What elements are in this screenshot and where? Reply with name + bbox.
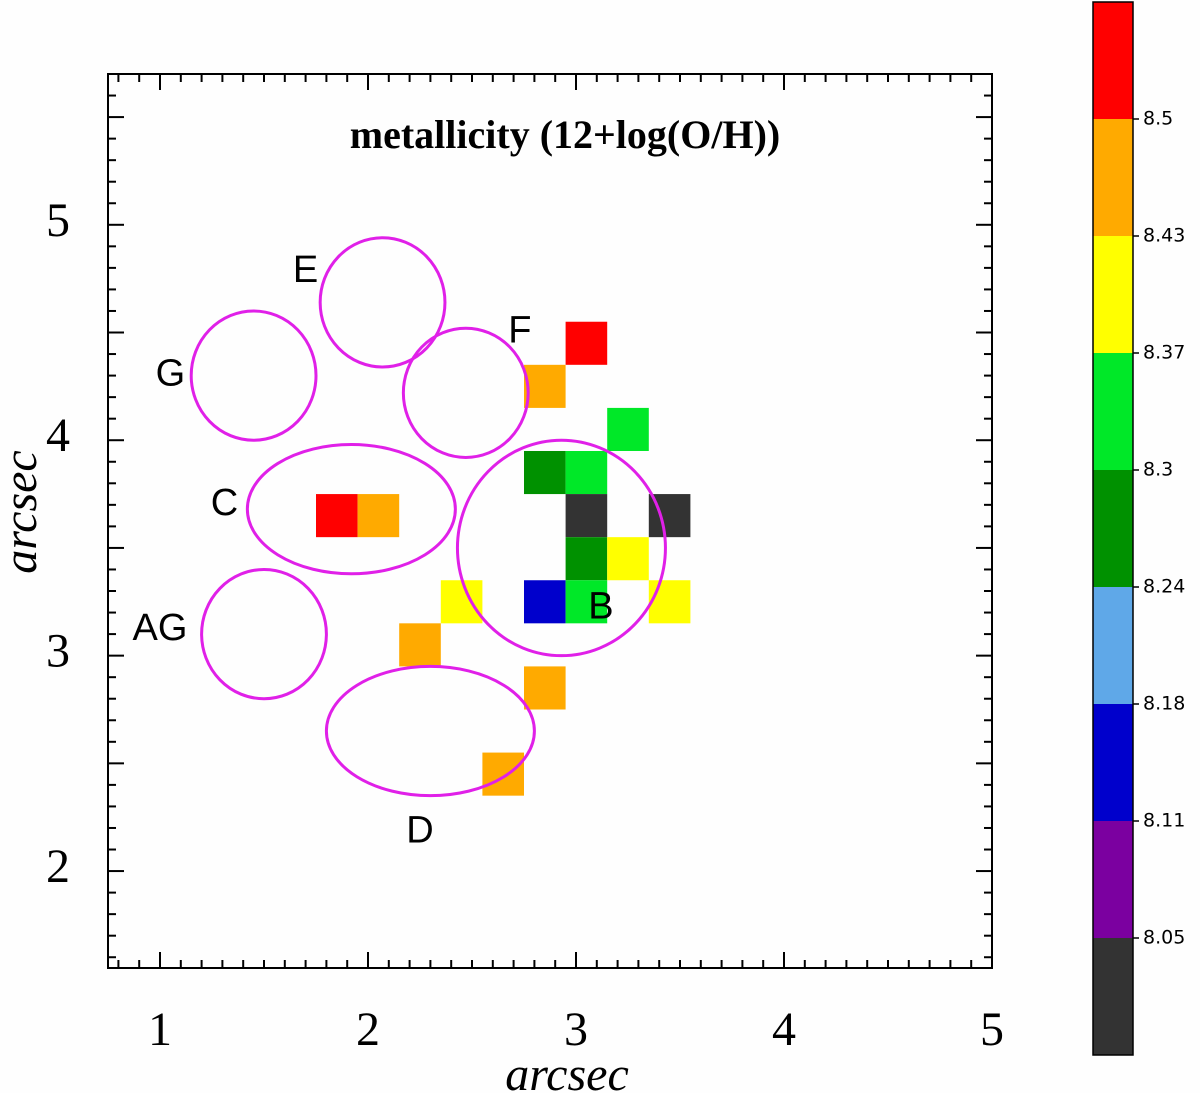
x-axis-label: arcsec <box>505 1048 629 1093</box>
y-tick-label: 3 <box>46 625 70 678</box>
colorbar-segment <box>1093 119 1133 236</box>
region-label-c: C <box>211 482 238 524</box>
region-label-e: E <box>293 249 318 291</box>
metallicity-pixel <box>607 537 649 581</box>
region-label-d: D <box>406 809 433 851</box>
metallicity-pixel <box>482 752 524 796</box>
axis-ticks: 1 2 3 4 5 2 3 4 5 <box>46 73 1004 1056</box>
region-ellipse-b <box>455 438 667 658</box>
region-ellipse-f <box>401 326 530 459</box>
metallicity-pixel <box>607 407 649 451</box>
colorbar-segment <box>1093 938 1133 1055</box>
metallicity-pixel <box>316 494 358 538</box>
colorbar-segment <box>1093 353 1133 470</box>
colorbar-segment <box>1093 587 1133 704</box>
colorbar-segment <box>1093 821 1133 938</box>
metallicity-pixels <box>316 321 691 796</box>
x-tick-label: 5 <box>980 1003 1004 1056</box>
y-tick-label: 4 <box>46 409 70 462</box>
region-ellipse-ag <box>200 567 328 701</box>
colorbar-tick-label: 8.3 <box>1143 459 1173 481</box>
metallicity-pixel <box>524 580 566 624</box>
colorbar-tick-label: 8.18 <box>1143 693 1185 715</box>
chart-title: metallicity (12+log(O/H)) <box>350 112 780 157</box>
colorbar-segment <box>1093 704 1133 821</box>
x-tick-label: 2 <box>356 1003 380 1056</box>
x-tick-label: 1 <box>148 1003 172 1056</box>
region-label-ag: AG <box>133 607 188 649</box>
x-tick-label: 4 <box>772 1003 796 1056</box>
colorbar-tick-label: 8.05 <box>1143 927 1185 949</box>
colorbar-segment <box>1093 2 1133 119</box>
metallicity-pixel <box>565 537 608 581</box>
metallicity-pixel <box>565 450 608 495</box>
metallicity-pixel <box>524 450 566 495</box>
metallicity-pixel <box>399 623 441 667</box>
metallicity-pixel <box>565 580 608 624</box>
metallicity-pixel <box>648 580 691 624</box>
region-label-b: B <box>588 585 613 627</box>
x-tick-label: 3 <box>564 1003 588 1056</box>
colorbar: 8.05 8.11 8.18 8.24 8.3 8.37 8.43 8.5 <box>1092 1 1185 1056</box>
colorbar-segment <box>1093 470 1133 587</box>
colorbar-frame <box>1092 1 1134 1056</box>
metallicity-pixel <box>565 321 608 365</box>
region-label-f: F <box>508 310 531 352</box>
region-ellipse-c <box>245 443 457 576</box>
metallicity-pixel <box>440 580 483 624</box>
metallicity-pixel <box>357 494 400 538</box>
region-ellipse-e <box>318 236 447 369</box>
colorbar-tick-label: 8.24 <box>1143 576 1185 598</box>
region-apertures: E G F C B AG D <box>133 236 667 851</box>
colorbar-tick-label: 8.43 <box>1143 225 1185 247</box>
y-tick-label: 2 <box>46 840 70 893</box>
region-ellipse-g <box>189 309 318 442</box>
metallicity-pixel <box>565 494 608 538</box>
metallicity-pixel <box>524 666 566 710</box>
colorbar-segment <box>1093 236 1133 353</box>
metallicity-pixel <box>524 364 566 408</box>
y-axis-label: arcsec <box>0 450 47 574</box>
colorbar-tick-label: 8.5 <box>1143 108 1173 130</box>
region-label-g: G <box>156 353 186 395</box>
region-ellipse-d <box>324 664 536 798</box>
plot-frame <box>107 73 993 969</box>
colorbar-tick-label: 8.11 <box>1143 810 1185 832</box>
y-tick-label: 5 <box>46 194 70 247</box>
colorbar-tick-label: 8.37 <box>1143 342 1185 364</box>
